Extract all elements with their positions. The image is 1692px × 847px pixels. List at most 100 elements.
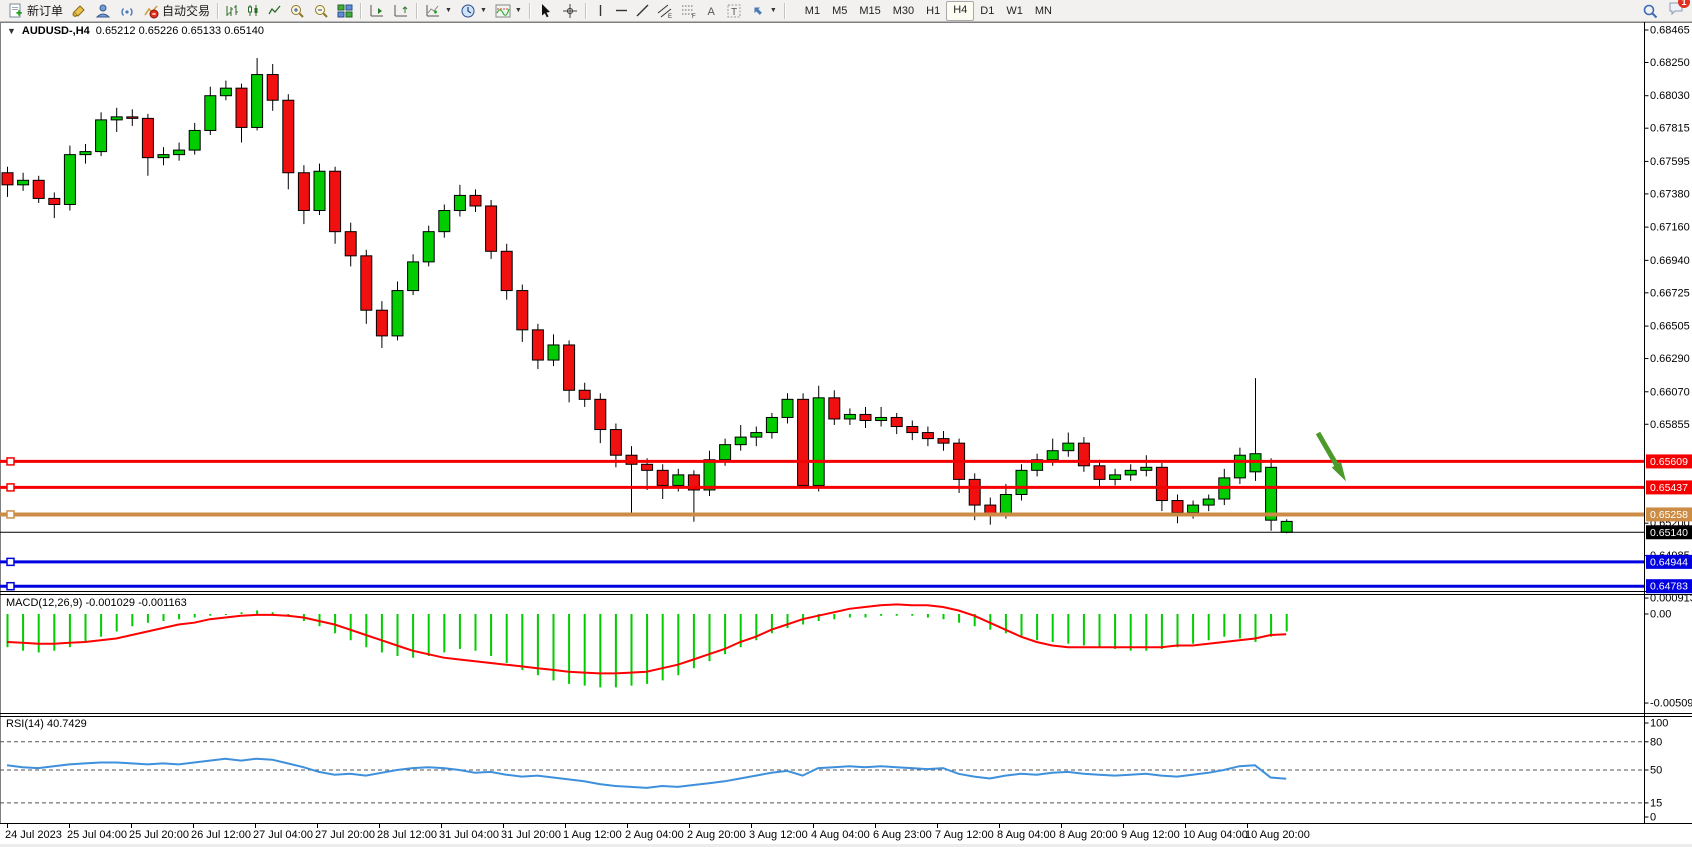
vline-tool-button[interactable] bbox=[590, 1, 611, 21]
trendline-tool-button[interactable] bbox=[632, 1, 653, 21]
periods-button[interactable]: ▼ bbox=[456, 1, 491, 21]
time-axis-label: 8 Aug 20:00 bbox=[1059, 829, 1118, 841]
text-tool-button[interactable]: A bbox=[701, 1, 722, 21]
price-line-badge-label: 0.65140 bbox=[1650, 527, 1688, 539]
candle-body bbox=[453, 194, 466, 212]
candle-body bbox=[672, 474, 685, 486]
timeframe-button-m5[interactable]: M5 bbox=[832, 4, 848, 17]
vertical-line-icon bbox=[599, 5, 602, 16]
hline-drag-handle[interactable] bbox=[6, 483, 15, 492]
candle-body bbox=[1093, 465, 1106, 480]
candle-body bbox=[422, 231, 435, 263]
price-line-badge bbox=[1646, 554, 1692, 569]
chart-line-button[interactable] bbox=[264, 1, 285, 21]
search-icon[interactable] bbox=[1642, 3, 1658, 19]
indicators-button[interactable]: ▼ bbox=[491, 1, 526, 21]
price-line-badge bbox=[1646, 525, 1692, 540]
signals-button[interactable] bbox=[115, 1, 139, 21]
timeframe-button-h1[interactable]: H1 bbox=[926, 4, 941, 17]
candle-body bbox=[1109, 474, 1122, 480]
clock-icon bbox=[461, 4, 475, 17]
price-line-badge-label: 0.65437 bbox=[1650, 482, 1688, 494]
candle-body bbox=[500, 250, 513, 292]
hline-drag-handle[interactable] bbox=[6, 557, 15, 567]
timeframe-button-m15[interactable]: M15 bbox=[859, 4, 881, 17]
macd-axis-label: 0.00 bbox=[1650, 609, 1671, 621]
zoom-in-button[interactable] bbox=[285, 1, 309, 21]
toolbar-separator bbox=[416, 2, 419, 19]
candle-body bbox=[1187, 504, 1200, 514]
candle-body bbox=[282, 99, 295, 174]
candle-body bbox=[17, 179, 30, 186]
channel-tool-button[interactable]: E bbox=[653, 1, 677, 21]
chart-autoscroll-button[interactable] bbox=[389, 1, 413, 21]
toolbar-separator bbox=[584, 2, 587, 19]
timeframe-button-d1[interactable]: D1 bbox=[980, 4, 995, 17]
fibonacci-icon: F bbox=[681, 5, 696, 19]
candle-body bbox=[1171, 500, 1184, 514]
rsi-axis-label: 100 bbox=[1650, 718, 1668, 730]
chevron-down-icon: ▼ bbox=[479, 7, 487, 14]
chart-background bbox=[0, 22, 1692, 847]
time-axis-label: 27 Jul 20:00 bbox=[315, 829, 375, 841]
hline-tool-button[interactable] bbox=[611, 1, 632, 21]
time-axis-label: 10 Aug 04:00 bbox=[1183, 829, 1248, 841]
chat-button[interactable]: 1 bbox=[1668, 0, 1690, 21]
candle-body bbox=[828, 397, 841, 420]
candle-body bbox=[173, 149, 186, 156]
label-tool-button[interactable]: T bbox=[722, 1, 746, 21]
chart-candles-button[interactable] bbox=[243, 1, 264, 21]
autotrade-button[interactable]: 自动交易 bbox=[139, 1, 214, 21]
timeframe-button-m1[interactable]: M1 bbox=[804, 4, 821, 17]
profile-button[interactable] bbox=[91, 1, 115, 21]
autotrade-label: 自动交易 bbox=[162, 4, 211, 18]
arrows-tool-button[interactable]: ▼ bbox=[746, 1, 781, 21]
hline-drag-handle[interactable] bbox=[6, 581, 15, 591]
candle-body bbox=[625, 454, 638, 465]
time-axis-label: 2 Aug 20:00 bbox=[687, 829, 746, 841]
chart-shift-button[interactable] bbox=[365, 1, 389, 21]
crosshair-button[interactable] bbox=[558, 1, 582, 21]
candle-body bbox=[344, 231, 357, 257]
fibonacci-tool-button[interactable]: F bbox=[677, 1, 701, 21]
price-tick-label: 0.65855 bbox=[1650, 419, 1690, 431]
candle-body bbox=[999, 494, 1012, 515]
price-line-badge bbox=[1646, 507, 1692, 522]
candle-body bbox=[921, 432, 934, 440]
candle-body bbox=[531, 329, 544, 361]
hline-drag-handle[interactable] bbox=[6, 510, 15, 519]
timeframe-button-h4[interactable]: H4 bbox=[946, 0, 975, 21]
tile-windows-button[interactable] bbox=[333, 1, 357, 21]
annotation-arrow-shaft[interactable] bbox=[1315, 431, 1343, 473]
hline-drag-handle[interactable] bbox=[6, 457, 15, 466]
chart-ohlc-readout: 0.65212 0.65226 0.65133 0.65140 bbox=[95, 25, 264, 37]
timeframe-button-m30[interactable]: M30 bbox=[892, 4, 915, 17]
time-axis-label: 25 Jul 04:00 bbox=[67, 829, 127, 841]
chart-bars-button[interactable] bbox=[222, 1, 243, 21]
price-line-badge-label: 0.64783 bbox=[1650, 581, 1688, 593]
time-axis-label: 1 Aug 12:00 bbox=[563, 829, 622, 841]
candle-body bbox=[968, 478, 981, 506]
candle-body bbox=[859, 413, 872, 421]
cursor-button[interactable] bbox=[534, 1, 558, 21]
time-axis-label: 10 Aug 20:00 bbox=[1245, 829, 1310, 841]
candle-body bbox=[687, 474, 700, 491]
bar-chart-icon bbox=[226, 5, 239, 16]
arrow-objects-icon bbox=[754, 6, 762, 15]
text-label-icon: T bbox=[727, 4, 741, 18]
candle-body bbox=[297, 172, 310, 212]
candle-body bbox=[641, 463, 654, 471]
chart-shift-icon bbox=[370, 4, 384, 16]
styler-button[interactable] bbox=[67, 1, 91, 21]
candle-body bbox=[219, 87, 232, 97]
price-tick-label: 0.67815 bbox=[1650, 123, 1690, 135]
timeframe-button-w1[interactable]: W1 bbox=[1006, 4, 1023, 17]
chart-menu-caret-icon[interactable]: ▼ bbox=[7, 26, 16, 36]
timeframe-button-mn[interactable]: MN bbox=[1034, 4, 1052, 17]
new-chart-button[interactable]: ▼ bbox=[421, 1, 456, 21]
new-order-button[interactable]: 新订单 bbox=[4, 1, 67, 21]
zoom-out-button[interactable] bbox=[309, 1, 333, 21]
time-axis-label: 31 Jul 20:00 bbox=[501, 829, 561, 841]
candle-body bbox=[516, 290, 529, 331]
